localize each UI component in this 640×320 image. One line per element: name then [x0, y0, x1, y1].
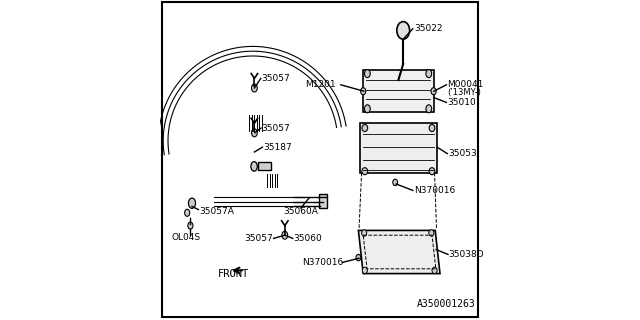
Text: N370016: N370016: [302, 258, 344, 267]
Text: OL04S: OL04S: [171, 233, 200, 242]
Ellipse shape: [282, 231, 288, 239]
Ellipse shape: [429, 124, 435, 132]
Bar: [360, 123, 437, 173]
Text: 35187: 35187: [263, 143, 292, 152]
Polygon shape: [358, 230, 440, 274]
Ellipse shape: [252, 129, 257, 137]
Text: 35057: 35057: [244, 234, 273, 243]
Ellipse shape: [429, 168, 435, 175]
Ellipse shape: [188, 222, 193, 229]
Text: FRONT: FRONT: [218, 269, 249, 279]
Ellipse shape: [365, 105, 370, 113]
Text: 35057A: 35057A: [199, 207, 234, 216]
Ellipse shape: [397, 22, 410, 39]
Ellipse shape: [393, 179, 397, 186]
Bar: [258, 162, 271, 170]
Ellipse shape: [362, 230, 367, 236]
Ellipse shape: [356, 254, 361, 261]
Ellipse shape: [362, 168, 368, 175]
Text: N370016: N370016: [414, 186, 455, 195]
Bar: [319, 194, 328, 208]
Text: 35057: 35057: [262, 124, 291, 132]
Bar: [364, 70, 434, 112]
Ellipse shape: [426, 105, 432, 113]
Ellipse shape: [188, 198, 196, 208]
Text: (’13MY-): (’13MY-): [447, 88, 481, 97]
Ellipse shape: [431, 88, 436, 95]
Text: 35060A: 35060A: [284, 207, 318, 216]
Ellipse shape: [432, 267, 437, 274]
Text: A350001263: A350001263: [417, 299, 475, 309]
Text: 35010: 35010: [447, 98, 476, 107]
Ellipse shape: [251, 162, 257, 171]
Ellipse shape: [426, 70, 432, 78]
Text: 35057: 35057: [262, 74, 291, 83]
Ellipse shape: [184, 209, 189, 216]
Ellipse shape: [365, 70, 370, 78]
Ellipse shape: [362, 124, 368, 132]
Text: 35060: 35060: [294, 234, 323, 243]
Ellipse shape: [360, 88, 366, 95]
Ellipse shape: [362, 267, 367, 274]
Ellipse shape: [252, 84, 257, 92]
Text: 35022: 35022: [415, 24, 443, 33]
Text: 35038D: 35038D: [449, 250, 484, 259]
Text: 35053: 35053: [448, 149, 477, 158]
Text: M00041: M00041: [447, 80, 484, 89]
Text: M1201: M1201: [305, 80, 335, 89]
Ellipse shape: [429, 230, 434, 236]
